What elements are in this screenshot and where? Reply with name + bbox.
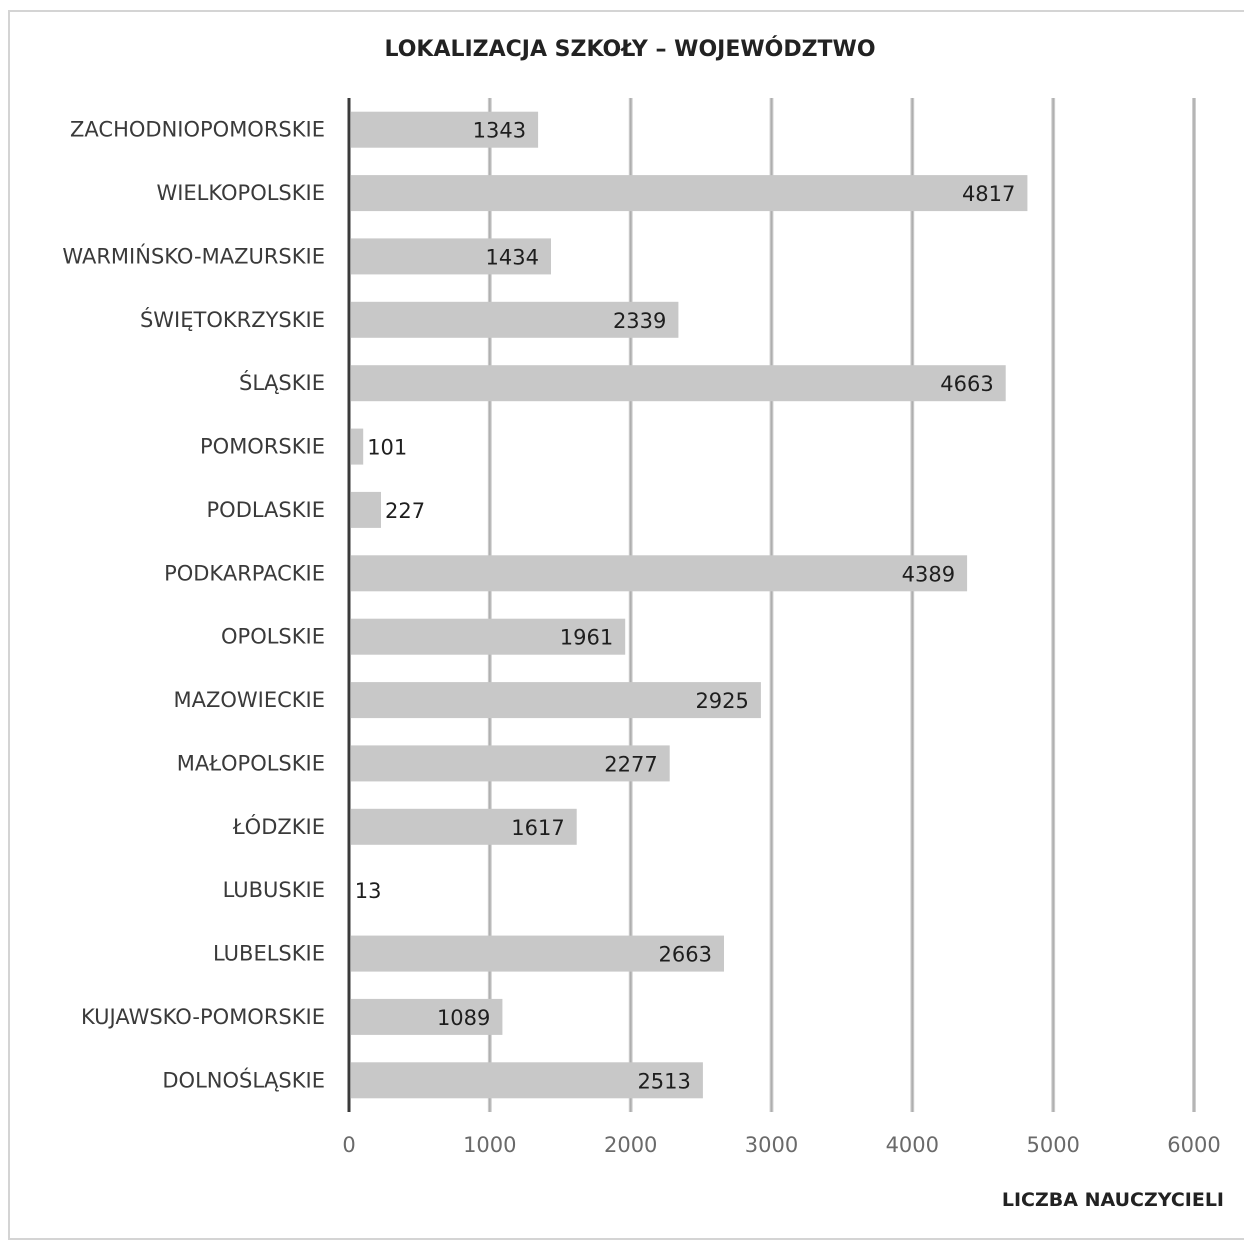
bar [351,555,968,592]
bar [351,935,724,972]
x-tick-label: 0 [342,1133,355,1157]
category-label: PODLASKIE [207,498,325,522]
bar [351,491,381,528]
x-tick-label: 3000 [745,1133,798,1157]
gridlines [487,98,1196,1112]
bar [351,618,626,655]
data-label: 2277 [604,752,657,776]
gridline [1051,98,1056,1112]
category-label: ŚLĄSKIE [239,370,325,395]
data-label: 1434 [486,245,539,269]
bar [351,111,539,148]
data-label: 1089 [437,1006,490,1030]
data-label: 227 [385,499,425,523]
bar [351,175,1028,212]
data-label: 2339 [613,309,666,333]
category-labels: ZACHODNIOPOMORSKIE WIELKOPOLSKIE WARMIŃSKO… [62,118,325,1093]
data-label: 4817 [962,182,1015,206]
category-label: ŁÓDZKIE [232,814,325,839]
x-tick-label: 2000 [604,1133,657,1157]
data-label: 4663 [940,372,993,396]
bar [351,1062,703,1099]
gridline [769,98,774,1112]
gridline [910,98,915,1112]
category-label: MAZOWIECKIE [173,688,325,712]
x-tick-label: 1000 [463,1133,516,1157]
data-labels: 1343 4817 1434 2339 4663 101 227 4389 1961 2925 22… [355,119,1016,1094]
bar [351,301,679,338]
bars [351,111,1028,1099]
bar [351,428,364,465]
category-label: LUBELSKIE [213,942,325,966]
chart-title: LOKALIZACJA SZKOŁY – WOJEWÓDZTWO [384,36,875,62]
data-label: 2925 [695,689,748,713]
bar [351,745,670,782]
category-label: MAŁOPOLSKIE [177,751,325,775]
category-label: WARMIŃSKO-MAZURSKIE [62,243,325,268]
bar [351,682,761,719]
gridline [1192,98,1196,1112]
category-label: PODKARPACKIE [164,561,325,585]
category-label: ŚWIĘTOKRZYSKIE [140,307,325,332]
x-tick-labels: 0 1000 2000 3000 4000 5000 6000 [342,1133,1220,1157]
data-label: 2663 [659,943,712,967]
data-label: 2513 [637,1069,690,1093]
category-label: POMORSKIE [200,435,325,459]
category-label: OPOLSKIE [221,625,325,649]
category-label: DOLNOŚLĄSKIE [162,1067,325,1092]
data-label: 1617 [511,816,564,840]
data-label: 1343 [473,119,526,143]
x-tick-label: 4000 [886,1133,939,1157]
x-tick-label: 6000 [1167,1133,1220,1157]
category-label: LUBUSKIE [223,878,325,902]
bar [351,998,503,1035]
data-label: 101 [367,436,407,460]
bar [351,808,577,845]
bar [351,238,551,275]
data-label: 13 [355,879,382,903]
category-label: KUJAWSKO-POMORSKIE [81,1005,325,1029]
x-axis-label: LICZBA NAUCZYCIELI [1002,1189,1224,1211]
bar [351,365,1006,402]
x-tick-label: 5000 [1026,1133,1079,1157]
data-label: 4389 [902,562,955,586]
data-label: 1961 [560,626,613,650]
category-label: ZACHODNIOPOMORSKIE [70,118,325,142]
gridline [628,98,633,1112]
gridline [487,98,492,1112]
category-label: WIELKOPOLSKIE [156,181,325,205]
